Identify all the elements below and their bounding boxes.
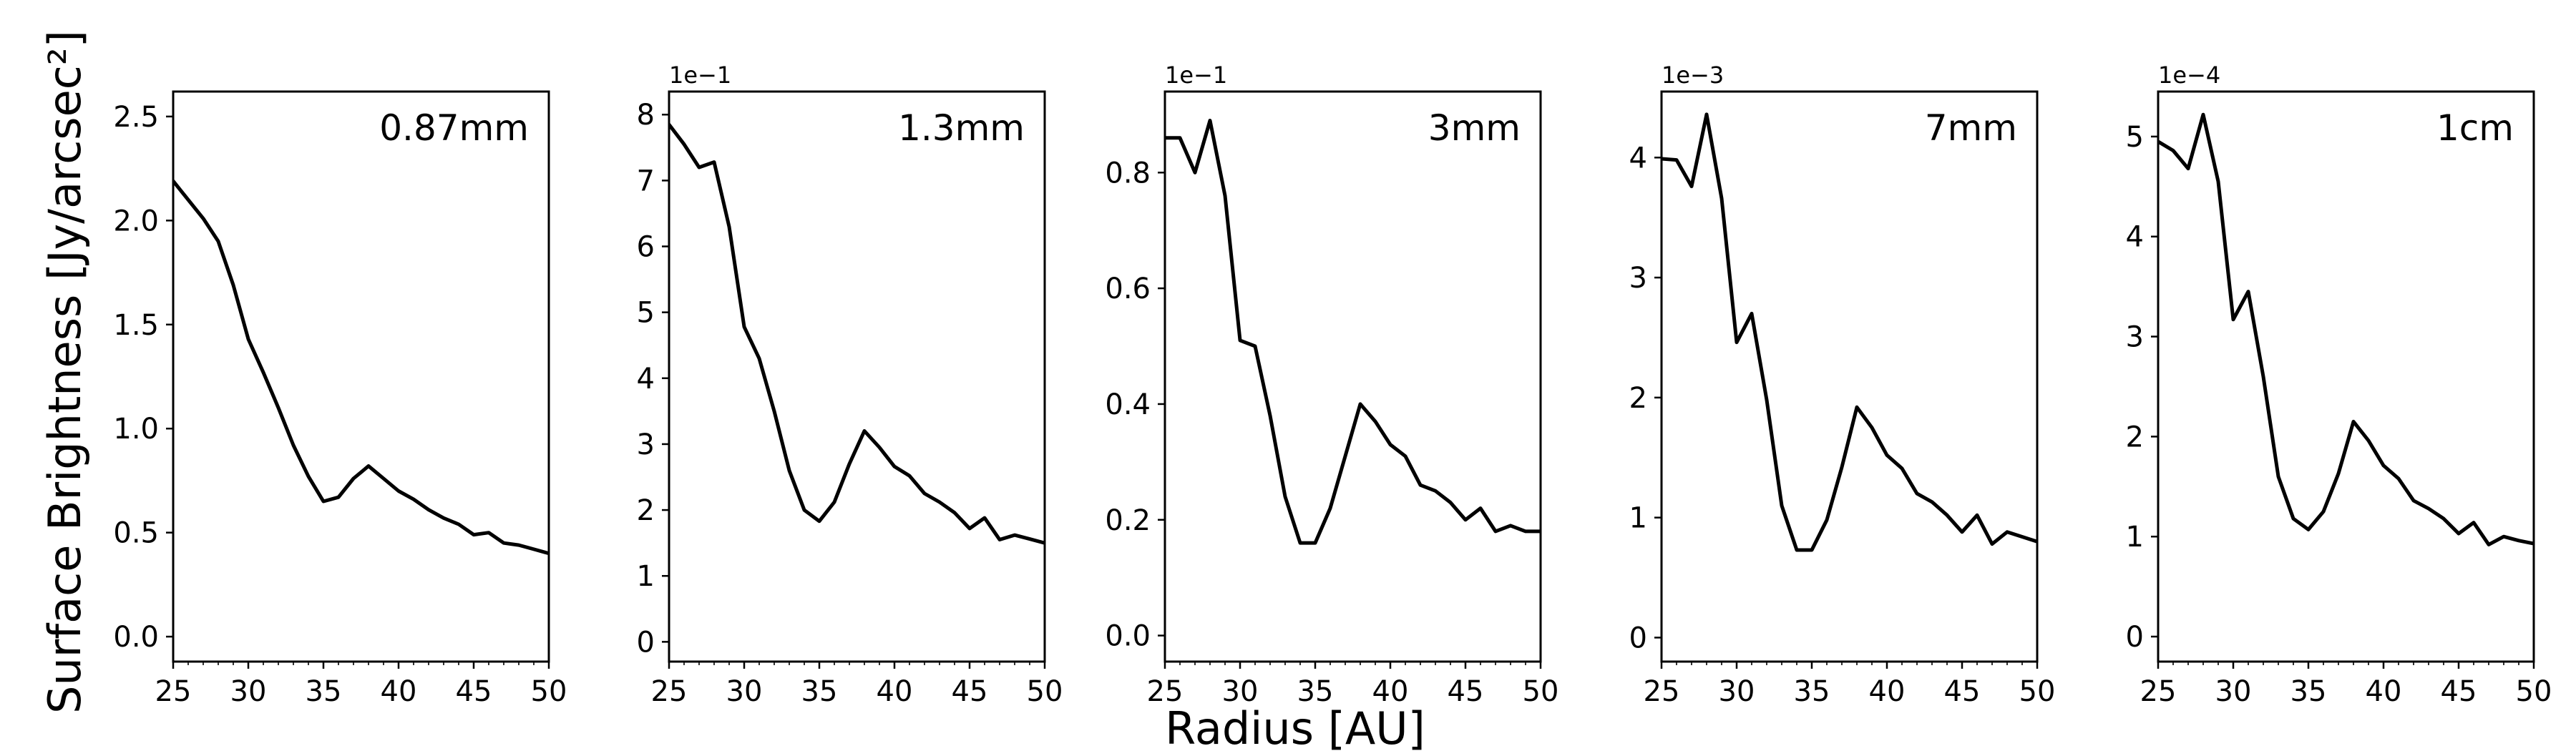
y-tick-label: 0.8 [1105, 157, 1151, 190]
y-tick-label: 0.4 [1105, 388, 1151, 421]
x-tick-label: 50 [531, 675, 567, 708]
y-tick-label: 2 [637, 494, 655, 527]
x-tick-label: 40 [877, 675, 913, 708]
y-offset-label: 1e−3 [1662, 62, 1724, 89]
x-tick-label: 45 [2441, 675, 2477, 708]
axes-frame [172, 90, 550, 663]
y-tick-label: 2.0 [113, 205, 159, 237]
x-tick-label: 35 [306, 675, 342, 708]
panel-4: 25 30 35 40 45 50 0 1 2 3 4 1e−3 7mm [1629, 62, 2056, 708]
x-tick-label: 30 [726, 675, 763, 708]
y-tick-label: 5 [2126, 121, 2144, 154]
panel-1: 25 30 35 40 45 50 0.0 0.5 1.0 1.5 2.0 2.5 0.87mm [113, 90, 567, 708]
x-tick-label: 40 [1372, 675, 1409, 708]
x-tick-label: 25 [155, 675, 192, 708]
x-tick-label: 35 [1794, 675, 1830, 708]
x-tick-label: 50 [2019, 675, 2056, 708]
y-tick-label: 2 [1629, 382, 1647, 415]
panel-label: 1cm [2436, 107, 2514, 149]
panel-3: 25 30 35 40 45 50 0.0 0.2 0.4 0.6 0.8 1e−1 3mm [1105, 62, 1558, 708]
x-tick-label: 45 [1944, 675, 1981, 708]
x-tick-label: 50 [1027, 675, 1063, 708]
x-tick-label: 45 [456, 675, 492, 708]
x-tick-label: 30 [1222, 675, 1259, 708]
x-tick-label: 30 [1719, 675, 1755, 708]
y-tick-label: 0.6 [1105, 273, 1151, 305]
panel-label: 7mm [1925, 107, 2017, 149]
y-tick-label: 0 [1629, 622, 1647, 654]
x-tick-label: 50 [1523, 675, 1559, 708]
x-tick-label: 25 [651, 675, 688, 708]
x-tick-label: 35 [2290, 675, 2327, 708]
y-tick-label: 7 [637, 165, 655, 197]
y-tick-label: 5 [637, 297, 655, 330]
x-tick-label: 25 [2140, 675, 2177, 708]
series-line [1662, 112, 2037, 552]
y-tick-label: 1 [637, 560, 655, 593]
x-tick-label: 40 [2366, 675, 2402, 708]
panel-label: 0.87mm [379, 107, 529, 149]
y-tick-label: 2.5 [113, 101, 159, 134]
y-tick-label: 3 [2126, 321, 2144, 354]
y-tick-label: 4 [1629, 142, 1647, 175]
x-tick-label: 40 [381, 675, 417, 708]
y-tick-label: 1.5 [113, 309, 159, 342]
x-tick-label: 35 [801, 675, 838, 708]
series-line [173, 179, 549, 556]
y-tick-label: 0.5 [113, 517, 159, 550]
x-tick-label: 50 [2516, 675, 2552, 708]
x-tick-label: 25 [1644, 675, 1680, 708]
y-tick-label: 0.0 [1105, 620, 1151, 653]
axes-frame [2157, 90, 2535, 663]
x-tick-label: 30 [230, 675, 267, 708]
x-tick-label: 35 [1297, 675, 1334, 708]
x-axis-title: Radius [AU] [1165, 702, 1425, 751]
x-tick-label: 30 [2215, 675, 2252, 708]
panel-label: 1.3mm [898, 107, 1025, 149]
series-line [1165, 119, 1541, 545]
y-tick-label: 4 [637, 363, 655, 396]
y-tick-label: 0.0 [113, 621, 159, 654]
y-tick-label: 1 [1629, 502, 1647, 535]
x-tick-label: 25 [1147, 675, 1184, 708]
axes-frame [668, 90, 1046, 663]
y-tick-label: 3 [637, 428, 655, 461]
series-line [669, 122, 1045, 545]
axes-frame [1660, 90, 2039, 663]
y-offset-label: 1e−4 [2158, 62, 2220, 89]
x-tick-label: 45 [952, 675, 988, 708]
y-axis-title: Surface Brightness [Jy/arcsec²] [39, 30, 91, 714]
series-line [2158, 112, 2534, 546]
y-tick-label: 6 [637, 231, 655, 264]
x-tick-label: 40 [1869, 675, 1906, 708]
y-tick-label: 8 [637, 99, 655, 132]
y-tick-label: 0 [637, 626, 655, 659]
y-tick-label: 3 [1629, 262, 1647, 295]
y-tick-label: 2 [2126, 421, 2144, 453]
y-tick-label: 4 [2126, 221, 2144, 254]
x-tick-label: 45 [1448, 675, 1484, 708]
panel-label: 3mm [1428, 107, 1521, 149]
y-tick-label: 1.0 [113, 413, 159, 446]
y-tick-label: 1 [2126, 521, 2144, 554]
y-tick-label: 0 [2126, 621, 2144, 654]
y-offset-label: 1e−1 [669, 62, 731, 89]
y-offset-label: 1e−1 [1165, 62, 1227, 89]
y-tick-label: 0.2 [1105, 504, 1151, 537]
axes-frame [1163, 90, 1542, 663]
